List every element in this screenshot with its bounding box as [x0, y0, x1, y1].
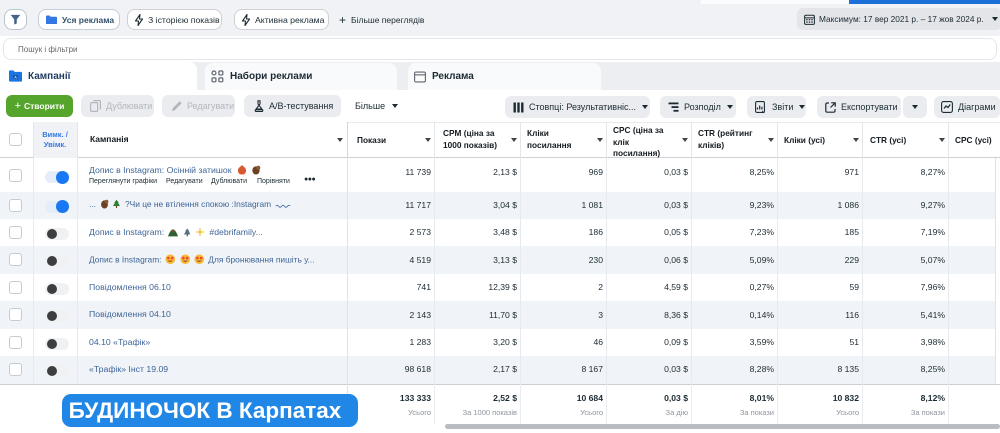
svg-text:A: A — [14, 74, 17, 79]
